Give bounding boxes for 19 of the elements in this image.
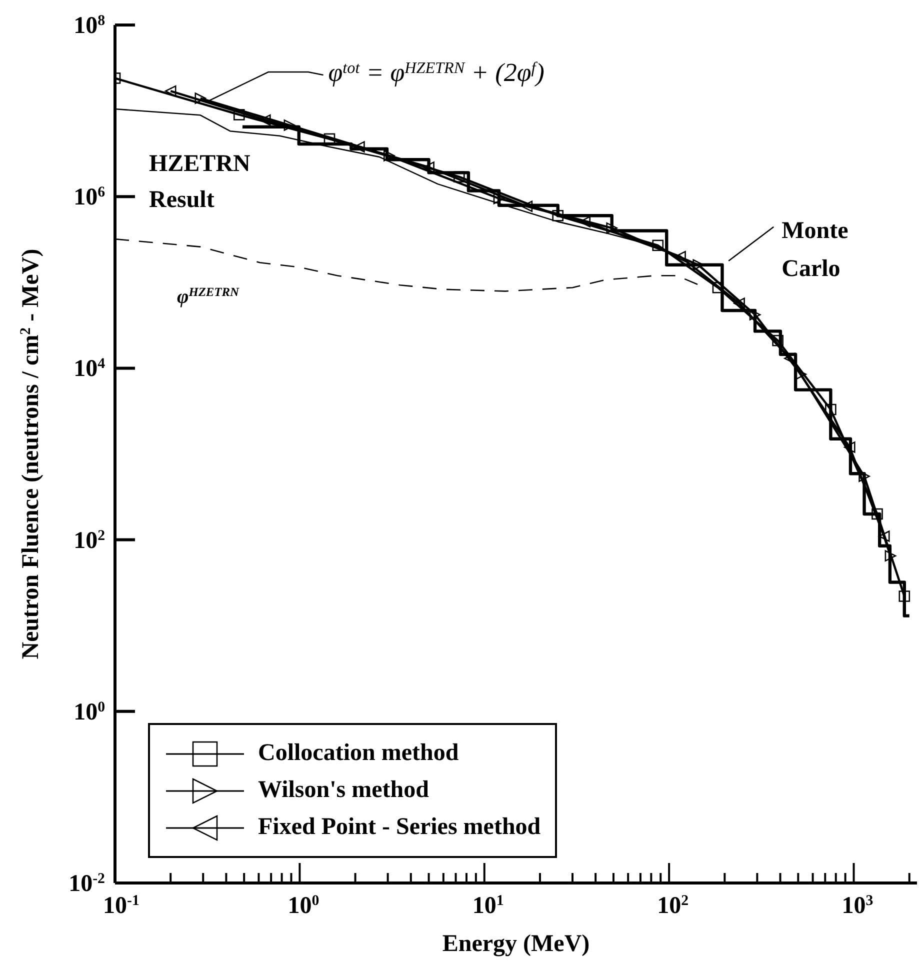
series-label: φ$^{HZETRN}$ (177, 285, 240, 308)
y-tick-label: 10$^{4}$ (74, 356, 106, 382)
y-tick-label: 10$^{2}$ (74, 528, 105, 554)
legend-label: Monte Carlo (782, 218, 849, 282)
x-tick-label: 10$^{3}$ (842, 893, 874, 919)
legend-label: HZETRN Result (149, 150, 252, 213)
annotation: φ$^{tot}$ = φ$^{HZETRN}$ + (2φ$^{f}$) (328, 58, 544, 88)
x-tick-label: 10$^{-1}$ (103, 893, 140, 919)
y-tick-label: 10$^{6}$ (74, 184, 105, 211)
x-tick-label: 10$^{2}$ (657, 893, 689, 919)
legend-label: Wilson's method (258, 777, 429, 804)
legend-label: Collocation method (258, 740, 459, 767)
legend-label: Fixed Point - Series method (258, 814, 541, 841)
x-tick-label: 10$^{1}$ (472, 893, 504, 919)
x-axis-title: Energy (MeV) (442, 931, 590, 957)
y-tick-label: 10$^{-2}$ (68, 871, 105, 897)
y-tick-label: 10$^{0}$ (74, 699, 105, 726)
y-tick-label: 10$^{8}$ (74, 13, 105, 39)
x-tick-label: 10$^{0}$ (288, 893, 320, 919)
